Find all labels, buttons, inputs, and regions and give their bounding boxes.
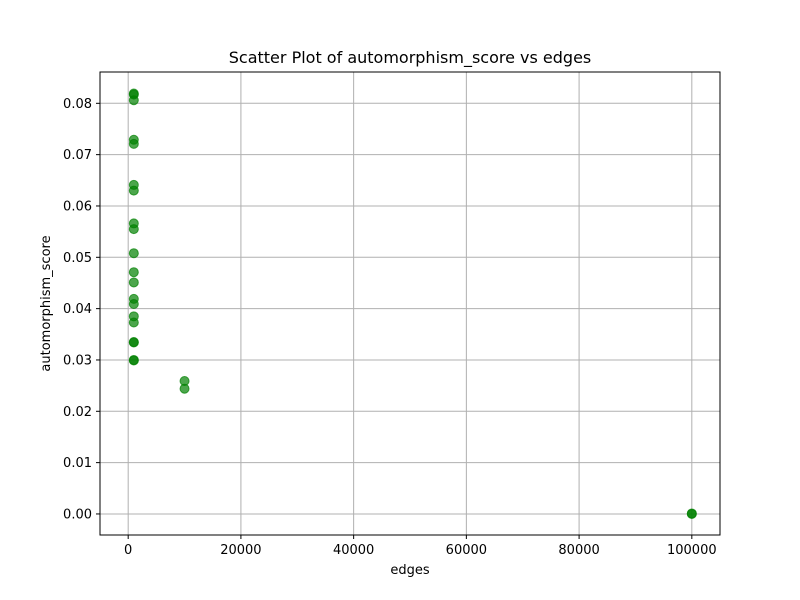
x-tick-label: 100000: [667, 543, 717, 558]
scatter-point: [128, 248, 139, 259]
y-tick-label: 0.04: [63, 302, 92, 317]
x-axis-label: edges: [390, 563, 430, 578]
y-axis-label: automorphism_score: [39, 235, 54, 371]
y-tick-label: 0.05: [63, 251, 92, 266]
scatter-point: [128, 95, 139, 106]
scatter-point: [128, 337, 139, 348]
y-tick-label: 0.07: [63, 148, 92, 163]
scatter-point: [179, 383, 190, 394]
chart-title: Scatter Plot of automorphism_score vs ed…: [229, 48, 592, 68]
x-tick-label: 20000: [220, 543, 261, 558]
scatter-point: [128, 317, 139, 328]
y-tick-label: 0.06: [63, 199, 92, 214]
x-tick-label: 0: [124, 543, 132, 558]
x-tick-label: 80000: [558, 543, 599, 558]
scatter-point: [128, 224, 139, 235]
y-tick-label: 0.03: [63, 353, 92, 368]
x-tick-label: 40000: [333, 543, 374, 558]
scatter-point: [128, 138, 139, 149]
data-points: [128, 88, 697, 519]
x-tick-label: 60000: [446, 543, 487, 558]
grid: [100, 72, 720, 535]
scatter-point: [128, 267, 139, 278]
scatter-point: [686, 508, 697, 519]
scatter-point: [128, 277, 139, 288]
y-tick-label: 0.02: [63, 405, 92, 420]
scatter-point: [128, 185, 139, 196]
y-tick-label: 0.01: [63, 456, 92, 471]
plot-frame: [99, 71, 721, 536]
y-tick-label: 0.08: [63, 97, 92, 112]
scatter-point: [128, 355, 139, 366]
y-tick-label: 0.00: [63, 507, 92, 522]
axis-ticks: 0 20000 40000 60000 80000 100000 0.00 0.01 0.02 0…: [63, 97, 717, 558]
scatter-point: [128, 299, 139, 310]
